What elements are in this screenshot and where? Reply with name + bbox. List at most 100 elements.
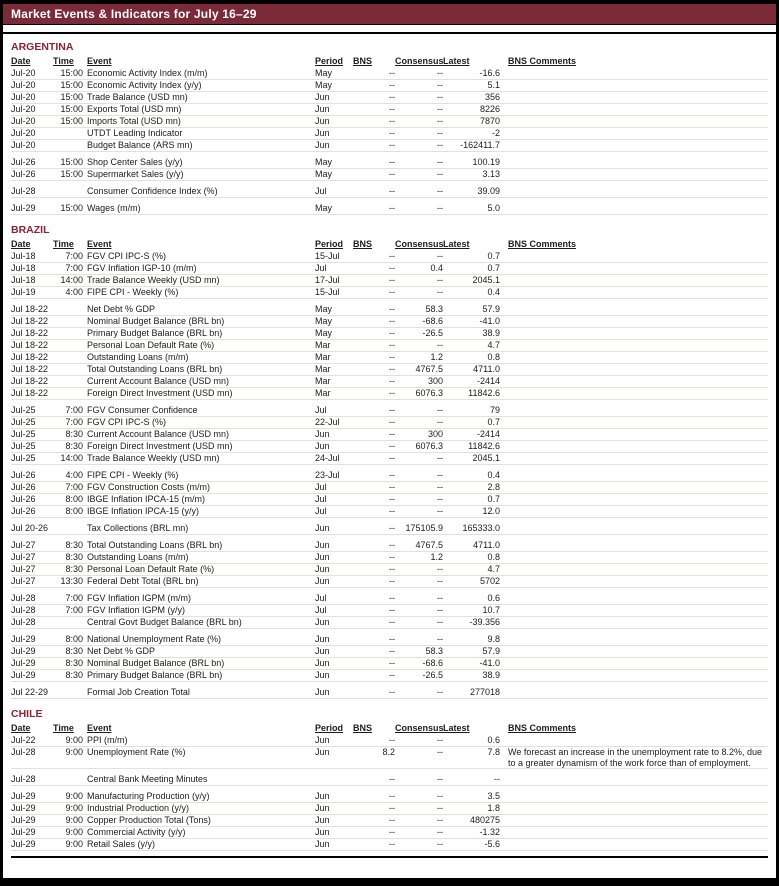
cell-bns: -- [353, 791, 395, 803]
cell-period: Jun [315, 634, 353, 646]
report-title-bar: Market Events & Indicators for July 16–2… [3, 4, 776, 25]
event-row: Jul-28 9:00 Unemployment Rate (%) Jun 8.2 -- 7… [11, 746, 768, 769]
bottom-divider [11, 856, 768, 858]
cell-consensus: 1.2 [395, 351, 443, 364]
cell-period: Jun [315, 616, 353, 629]
cell-bns: -- [353, 735, 395, 747]
cell-latest: 2045.1 [443, 452, 500, 465]
cell-comments [500, 802, 768, 815]
cell-consensus: -- [395, 91, 443, 104]
country-section: BRAZIL Date Time Event Period BNS Consensus La… [11, 224, 768, 699]
cell-consensus: -- [395, 493, 443, 506]
top-divider [3, 32, 776, 34]
cell-date: Jul-18 [11, 251, 53, 263]
cell-time: 15:00 [53, 79, 83, 92]
cell-latest: 4711.0 [443, 540, 500, 552]
cell-date: Jul 18-22 [11, 363, 53, 376]
cell-consensus: 6076.3 [395, 387, 443, 400]
cell-latest: 165333.0 [443, 523, 500, 535]
cell-bns: -- [353, 157, 395, 169]
cell-latest: 4.7 [443, 339, 500, 352]
cell-date: Jul-18 [11, 274, 53, 287]
cell-event: IBGE Inflation IPCA-15 (y/y) [83, 505, 315, 518]
cell-consensus: 4767.5 [395, 363, 443, 376]
cell-period: Jun [315, 540, 353, 552]
event-row: Jul 18-22 Foreign Direct Investment (USD … [11, 387, 768, 400]
cell-date: Jul-25 [11, 440, 53, 453]
column-header-latest: Latest [443, 723, 470, 733]
cell-date: Jul 18-22 [11, 351, 53, 364]
cell-date: Jul-27 [11, 540, 53, 552]
cell-bns: -- [353, 440, 395, 453]
cell-period: Mar [315, 387, 353, 400]
column-header-row: Date Time Event Period BNS Consensus Latest BNS… [11, 238, 768, 251]
cell-time: 7:00 [53, 593, 83, 605]
cell-latest: 10.7 [443, 604, 500, 617]
cell-consensus: 6076.3 [395, 440, 443, 453]
event-row: Jul-18 7:00 FGV Inflation IGP-10 (m/m) Jul -… [11, 262, 768, 275]
cell-period: May [315, 304, 353, 316]
cell-date: Jul-29 [11, 634, 53, 646]
cell-time [53, 351, 83, 364]
cell-consensus: -- [395, 452, 443, 465]
cell-time: 7:00 [53, 481, 83, 494]
cell-date: Jul-28 [11, 774, 53, 786]
cell-comments [500, 634, 768, 646]
cell-event: FGV CPI IPC-S (%) [83, 416, 315, 429]
cell-comments [500, 339, 768, 352]
cell-date: Jul-29 [11, 645, 53, 658]
cell-date: Jul-26 [11, 157, 53, 169]
cell-date: Jul-26 [11, 505, 53, 518]
cell-time: 8:30 [53, 645, 83, 658]
event-row: Jul-26 8:00 IBGE Inflation IPCA-15 (m/m) Ju… [11, 493, 768, 506]
cell-time: 8:30 [53, 540, 83, 552]
event-row: Jul-29 9:00 Manufacturing Production (y/y)… [11, 791, 768, 803]
cell-latest: 57.9 [443, 645, 500, 658]
event-row: Jul-20 Budget Balance (ARS mn) Jun -- -- -162… [11, 139, 768, 152]
cell-time: 8:30 [53, 551, 83, 564]
cell-period: Jun [315, 428, 353, 441]
event-row: Jul 18-22 Primary Budget Balance (BRL bn)… [11, 327, 768, 340]
cell-date: Jul 18-22 [11, 327, 53, 340]
cell-bns: -- [353, 139, 395, 152]
cell-latest: 4.7 [443, 563, 500, 576]
event-row: Jul-29 9:00 Commercial Activity (y/y) Jun --… [11, 826, 768, 839]
cell-consensus: -- [395, 563, 443, 576]
cell-period: May [315, 157, 353, 169]
cell-comments [500, 262, 768, 275]
cell-latest: 480275 [443, 814, 500, 827]
cell-period: Jun [315, 669, 353, 682]
event-row: Jul-25 7:00 FGV Consumer Confidence Jul -- --… [11, 405, 768, 417]
cell-latest: -- [443, 774, 500, 786]
cell-bns: -- [353, 428, 395, 441]
column-header-latest: Latest [443, 239, 470, 249]
cell-time: 4:00 [53, 470, 83, 482]
cell-date: Jul-20 [11, 79, 53, 92]
cell-period: May [315, 315, 353, 328]
cell-period: Jul [315, 505, 353, 518]
cell-latest: -16.6 [443, 68, 500, 80]
cell-event: Trade Balance (USD mn) [83, 91, 315, 104]
column-header-time: Time [53, 239, 74, 249]
cell-bns: -- [353, 351, 395, 364]
event-row: Jul-28 7:00 FGV Inflation IGPM (m/m) Jul -- -… [11, 593, 768, 605]
cell-date: Jul-29 [11, 791, 53, 803]
cell-latest: 9.8 [443, 634, 500, 646]
events-table: Date Time Event Period BNS Consensus Latest BNS… [11, 238, 768, 699]
cell-event: UTDT Leading Indicator [83, 127, 315, 140]
cell-event: Copper Production Total (Tons) [83, 814, 315, 827]
cell-time: 7:00 [53, 604, 83, 617]
cell-time [53, 774, 83, 786]
events-table-body: Jul-22 9:00 PPI (m/m) Jun -- -- 0.6 Jul-28 9:00 U… [11, 735, 768, 851]
cell-consensus: -- [395, 274, 443, 287]
column-header-date: Date [11, 56, 31, 66]
cell-consensus: -- [395, 634, 443, 646]
cell-comments [500, 814, 768, 827]
event-row: Jul-22 9:00 PPI (m/m) Jun -- -- 0.6 [11, 735, 768, 747]
event-row: Jul-27 13:30 Federal Debt Total (BRL bn) Ju… [11, 575, 768, 588]
sections-container: ARGENTINA Date Time Event Period BNS Consensu… [3, 41, 776, 851]
cell-event: PPI (m/m) [83, 735, 315, 747]
cell-latest: 3.13 [443, 168, 500, 181]
cell-comments [500, 327, 768, 340]
cell-date: Jul-22 [11, 735, 53, 747]
